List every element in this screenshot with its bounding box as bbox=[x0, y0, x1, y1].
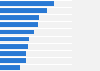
Bar bbox=[0, 22, 38, 27]
Bar bbox=[0, 8, 47, 13]
Bar bbox=[0, 15, 39, 20]
Bar bbox=[0, 51, 26, 56]
Bar bbox=[0, 44, 28, 49]
Bar bbox=[0, 1, 54, 6]
Bar bbox=[0, 30, 34, 34]
Bar bbox=[0, 37, 29, 41]
Bar bbox=[0, 65, 20, 70]
Bar bbox=[0, 58, 26, 63]
